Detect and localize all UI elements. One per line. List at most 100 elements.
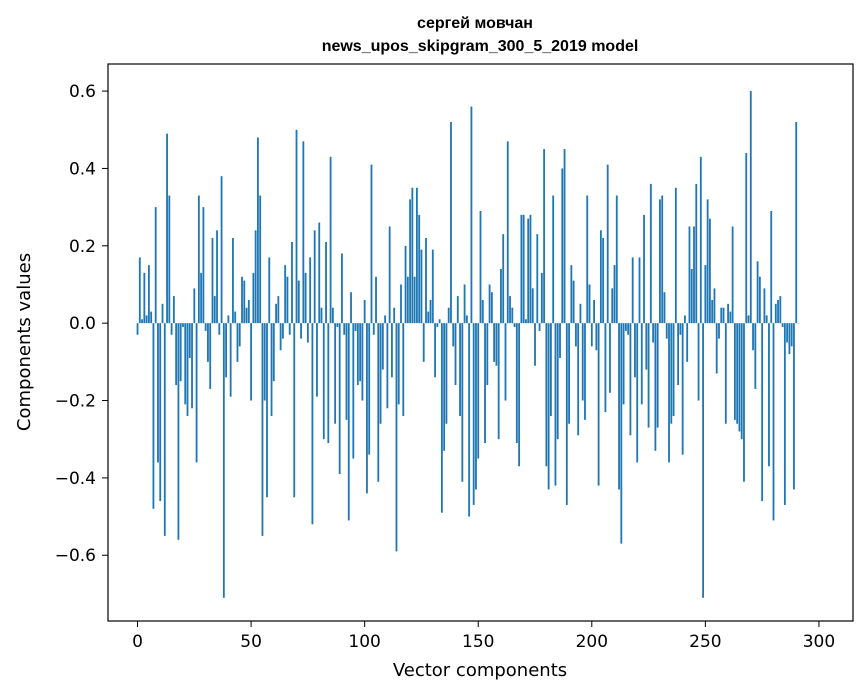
bar-62 bbox=[277, 296, 280, 324]
bar-242 bbox=[686, 323, 689, 362]
bar-219 bbox=[634, 323, 636, 378]
bar-125 bbox=[420, 249, 423, 324]
bar-268 bbox=[745, 152, 748, 324]
bar-84 bbox=[327, 323, 330, 444]
bar-215 bbox=[624, 323, 627, 331]
bar-255 bbox=[715, 323, 718, 374]
bar-65 bbox=[284, 265, 287, 324]
bar-131 bbox=[434, 323, 436, 378]
bar-238 bbox=[677, 323, 680, 386]
bar-28 bbox=[200, 272, 203, 324]
bar-32 bbox=[209, 323, 212, 389]
bar-286 bbox=[786, 323, 789, 343]
bar-20 bbox=[182, 323, 184, 328]
bar-103 bbox=[370, 164, 373, 324]
bar-205 bbox=[602, 238, 605, 324]
bar-133 bbox=[438, 319, 441, 324]
bar-41 bbox=[229, 323, 232, 397]
bar-158 bbox=[495, 323, 498, 366]
bar-288 bbox=[790, 323, 793, 347]
bar-99 bbox=[361, 323, 364, 401]
bar-194 bbox=[577, 323, 580, 436]
bar-149 bbox=[475, 323, 477, 490]
bar-122 bbox=[413, 276, 416, 324]
bar-263 bbox=[733, 323, 736, 420]
bar-86 bbox=[331, 307, 334, 324]
bar-15 bbox=[170, 323, 173, 335]
bar-12 bbox=[163, 323, 166, 536]
bar-267 bbox=[743, 323, 745, 482]
x-tick-label: 200 bbox=[576, 632, 608, 652]
bar-281 bbox=[774, 303, 777, 324]
bar-203 bbox=[597, 323, 600, 486]
bar-166 bbox=[513, 323, 516, 328]
x-tick-label: 100 bbox=[348, 632, 380, 652]
bar-258 bbox=[722, 307, 725, 324]
bar-221 bbox=[638, 257, 641, 324]
bar-36 bbox=[218, 323, 221, 335]
bar-64 bbox=[281, 323, 284, 339]
bar-143 bbox=[461, 323, 464, 482]
bar-168 bbox=[518, 323, 521, 467]
bar-275 bbox=[761, 323, 764, 502]
bar-202 bbox=[595, 323, 598, 351]
bar-192 bbox=[572, 280, 575, 324]
bar-230 bbox=[659, 199, 661, 324]
bar-251 bbox=[706, 199, 709, 324]
bar-178 bbox=[540, 272, 543, 324]
bar-10 bbox=[159, 323, 162, 502]
bar-209 bbox=[611, 288, 614, 324]
bar-139 bbox=[452, 323, 455, 347]
bar-56 bbox=[263, 323, 266, 401]
bar-1 bbox=[138, 257, 141, 324]
bar-112 bbox=[391, 323, 393, 378]
bar-115 bbox=[397, 323, 400, 405]
bar-135 bbox=[443, 323, 446, 451]
bar-187 bbox=[561, 168, 564, 324]
bar-118 bbox=[404, 245, 407, 324]
bar-107 bbox=[379, 323, 382, 424]
bar-5 bbox=[147, 265, 150, 324]
bar-185 bbox=[556, 323, 559, 440]
bar-188 bbox=[563, 149, 566, 324]
bar-51 bbox=[252, 272, 255, 324]
bar-212 bbox=[618, 323, 620, 490]
bar-44 bbox=[236, 323, 239, 362]
bar-276 bbox=[763, 288, 766, 324]
y-tick-label: 0.6 bbox=[69, 82, 96, 102]
x-tick-label: 300 bbox=[803, 632, 835, 652]
bar-261 bbox=[729, 311, 732, 324]
bar-208 bbox=[609, 323, 611, 393]
bar-176 bbox=[536, 234, 539, 324]
bar-186 bbox=[559, 323, 561, 358]
bar-73 bbox=[302, 141, 305, 324]
bar-74 bbox=[304, 272, 307, 324]
bar-175 bbox=[534, 323, 536, 366]
bar-71 bbox=[297, 280, 300, 324]
bar-2 bbox=[141, 319, 143, 324]
bar-280 bbox=[772, 323, 775, 521]
bar-154 bbox=[486, 323, 489, 386]
bar-75 bbox=[306, 323, 309, 343]
x-axis-label: Vector components bbox=[393, 660, 567, 681]
bar-53 bbox=[257, 137, 259, 324]
bar-190 bbox=[568, 323, 570, 424]
bar-234 bbox=[668, 323, 670, 463]
bar-6 bbox=[150, 311, 153, 324]
bar-21 bbox=[184, 323, 187, 405]
bar-165 bbox=[511, 307, 514, 324]
bar-4 bbox=[145, 315, 148, 324]
y-tick-label: −0.4 bbox=[55, 469, 96, 489]
bar-8 bbox=[154, 207, 157, 324]
bar-147 bbox=[470, 106, 473, 324]
bar-3 bbox=[143, 272, 146, 324]
bar-254 bbox=[713, 288, 716, 324]
bar-184 bbox=[554, 323, 557, 486]
bar-13 bbox=[166, 133, 168, 324]
bar-164 bbox=[509, 296, 511, 324]
bar-37 bbox=[220, 176, 223, 324]
bar-201 bbox=[593, 299, 595, 324]
bar-218 bbox=[631, 257, 634, 324]
bar-236 bbox=[672, 323, 675, 416]
bar-161 bbox=[502, 234, 505, 324]
